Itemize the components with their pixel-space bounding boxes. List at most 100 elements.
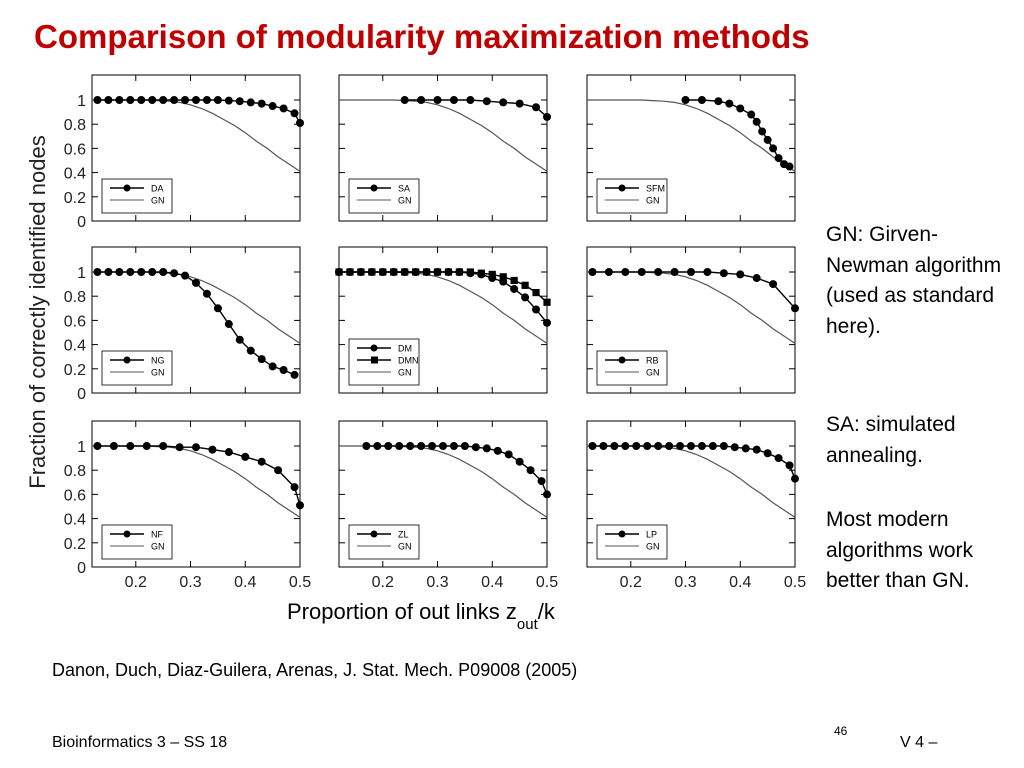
data-point-sa bbox=[400, 96, 409, 104]
legend-box bbox=[596, 178, 668, 214]
data-point-sfm bbox=[774, 154, 783, 163]
data-point-lp bbox=[621, 442, 630, 450]
data-point-da bbox=[213, 96, 222, 104]
data-point-rb bbox=[588, 268, 597, 276]
data-point-da bbox=[126, 96, 135, 104]
y-tick-label: 0.6 bbox=[64, 487, 86, 504]
data-point-lp bbox=[632, 442, 641, 450]
data-point-sa bbox=[417, 96, 426, 104]
data-point-da bbox=[170, 96, 179, 104]
data-point-nf bbox=[175, 443, 184, 452]
data-point-dmn bbox=[521, 281, 529, 289]
data-point-ng bbox=[148, 268, 157, 276]
data-point-zl bbox=[537, 477, 546, 486]
data-point-rb bbox=[752, 274, 761, 283]
data-point-lp bbox=[708, 442, 717, 450]
gn-reference-line bbox=[339, 445, 548, 518]
data-point-lp bbox=[610, 442, 619, 450]
y-tick-label: 0.6 bbox=[64, 141, 86, 158]
data-point-nf bbox=[142, 442, 151, 450]
y-tick-label: 1 bbox=[77, 439, 86, 456]
legend-marker bbox=[123, 184, 131, 192]
data-point-zl bbox=[449, 442, 458, 450]
data-point-sfm bbox=[697, 96, 706, 104]
data-point-lp bbox=[697, 442, 706, 450]
data-point-ng bbox=[235, 335, 244, 344]
legend-label: GN bbox=[646, 542, 660, 552]
data-point-zl bbox=[493, 446, 502, 455]
legend-label: DM bbox=[398, 344, 412, 354]
x-tick-label: 0.2 bbox=[620, 574, 642, 591]
legend-label: GN bbox=[646, 368, 660, 378]
legend-marker bbox=[370, 184, 378, 192]
data-point-nf bbox=[224, 448, 233, 457]
data-point-zl bbox=[482, 444, 491, 453]
legend-box bbox=[101, 178, 173, 214]
panel-sfm: SFM GN bbox=[586, 74, 796, 222]
legend-label: DMN bbox=[398, 356, 419, 366]
data-point-rb bbox=[670, 268, 679, 276]
panel-lp: LP GN bbox=[586, 420, 799, 568]
data-point-zl bbox=[471, 443, 480, 452]
data-point-ng bbox=[137, 268, 146, 276]
x-tick-label: 0.3 bbox=[674, 574, 696, 591]
data-point-lp bbox=[785, 461, 794, 470]
data-point-nf bbox=[159, 442, 168, 450]
x-tick-label: 0.5 bbox=[784, 574, 806, 591]
data-point-ng bbox=[181, 271, 190, 280]
data-point-sa bbox=[466, 96, 475, 104]
data-point-da bbox=[224, 96, 233, 105]
data-point-da bbox=[159, 96, 168, 104]
data-point-da bbox=[257, 99, 266, 108]
data-point-dmn bbox=[335, 268, 343, 276]
data-point-ng bbox=[159, 268, 168, 276]
data-point-rb bbox=[621, 268, 630, 276]
legend-label: NG bbox=[151, 356, 165, 366]
data-point-lp bbox=[676, 442, 685, 450]
gn-reference-line bbox=[92, 99, 301, 172]
y-tick-label: 0.6 bbox=[64, 313, 86, 330]
data-point-ng bbox=[224, 320, 233, 329]
legend-box bbox=[596, 524, 668, 560]
data-point-dmn bbox=[433, 268, 442, 276]
gn-reference-line bbox=[587, 99, 796, 172]
data-point-nf bbox=[126, 442, 135, 450]
legend-label: GN bbox=[398, 196, 412, 206]
data-point-ng bbox=[279, 366, 288, 375]
data-point-dmn bbox=[543, 298, 551, 306]
y-tick-label: 1 bbox=[77, 265, 86, 282]
legend-label: ZL bbox=[398, 530, 409, 540]
data-point-dmn bbox=[532, 288, 540, 297]
note-gn: GN: Girven-Newman algorithm (used as sta… bbox=[826, 223, 1002, 338]
panel-ng: NG GN bbox=[91, 246, 301, 394]
data-point-sfm bbox=[758, 127, 767, 136]
legend-marker bbox=[618, 184, 626, 192]
data-point-lp bbox=[719, 442, 728, 450]
y-tick-label: 0.2 bbox=[64, 190, 86, 207]
data-point-lp bbox=[654, 442, 663, 450]
data-point-sfm bbox=[736, 104, 745, 113]
data-point-da bbox=[115, 96, 124, 104]
gn-reference-line bbox=[587, 445, 796, 518]
panel-dm: DM DMN GN bbox=[335, 246, 551, 394]
data-point-lp bbox=[741, 444, 750, 453]
x-axis-label: Proportion of out links zout/k bbox=[287, 599, 556, 633]
data-point-da bbox=[104, 96, 113, 104]
citation: Danon, Duch, Diaz-Guilera, Arenas, J. St… bbox=[52, 660, 578, 680]
data-point-rb bbox=[654, 268, 663, 276]
data-point-da bbox=[192, 96, 200, 104]
data-point-zl bbox=[439, 442, 447, 450]
data-point-nf bbox=[93, 442, 102, 450]
data-point-da bbox=[268, 102, 277, 111]
data-point-lp bbox=[588, 442, 597, 450]
legend-marker bbox=[370, 344, 378, 352]
data-point-dmn bbox=[422, 268, 431, 276]
data-point-ng bbox=[170, 269, 179, 278]
data-point-nf bbox=[274, 466, 283, 475]
data-point-sfm bbox=[785, 162, 794, 171]
y-tick-label: 0.8 bbox=[64, 289, 86, 306]
data-point-lp bbox=[665, 442, 674, 450]
data-point-sa bbox=[449, 96, 458, 104]
data-point-sfm bbox=[763, 135, 772, 144]
